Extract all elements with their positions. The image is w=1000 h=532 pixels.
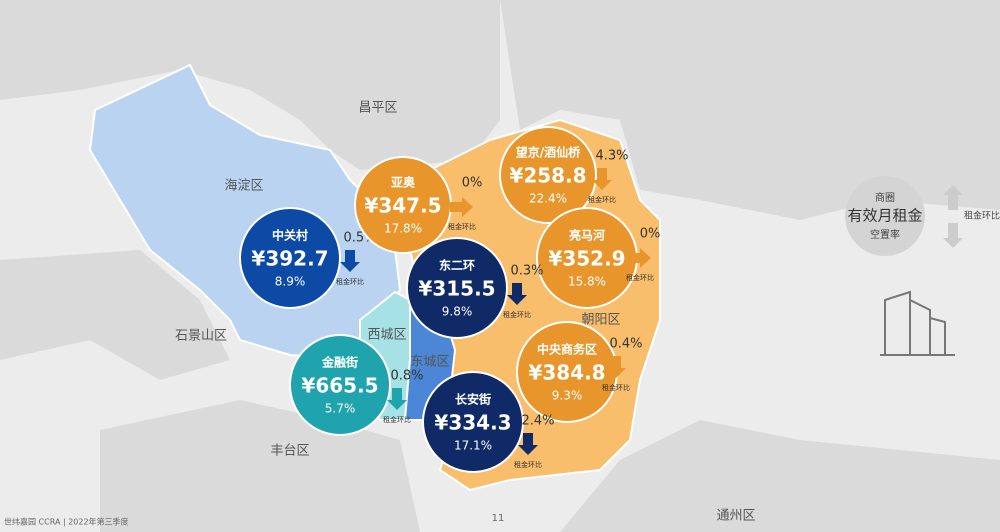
market-vacancy: 22.4%: [529, 192, 567, 206]
change-arrow: [606, 356, 626, 378]
change-arrow: [450, 197, 473, 217]
market-change: 0%: [640, 227, 661, 242]
market-change: 0.4%: [609, 337, 642, 352]
building-icon: [880, 290, 955, 356]
market-change: 4.3%: [595, 149, 628, 164]
market-vacancy: 17.8%: [384, 222, 422, 236]
market-change: 0%: [462, 176, 483, 191]
district-label: 海淀区: [224, 179, 263, 194]
market-name: 金融街: [321, 355, 358, 370]
legend-arrow-down: [943, 223, 963, 248]
legend-rent: 有效月租金: [847, 207, 922, 225]
market-rent: ¥352.9: [548, 247, 625, 271]
market-change-label: 租金环比: [336, 277, 364, 286]
market-rent: ¥347.5: [364, 194, 441, 218]
district-label: 丰台区: [270, 444, 309, 459]
change-arrow: [518, 433, 538, 455]
district-label: 通州区: [716, 509, 755, 524]
market-name: 亮马河: [569, 228, 605, 243]
change-arrow: [592, 168, 612, 190]
market-rent: ¥315.5: [418, 277, 495, 301]
change-arrow: [387, 388, 407, 410]
market-name: 亚奥: [391, 175, 416, 190]
market-name: 望京/酒仙桥: [516, 145, 581, 160]
market-name: 中关村: [272, 228, 308, 243]
district-label: 昌平区: [358, 101, 397, 116]
legend-name: 商圈: [875, 191, 895, 204]
market-vacancy: 15.8%: [568, 275, 606, 289]
market-vacancy: 5.7%: [325, 402, 356, 416]
legend-change-label: 租金环比: [964, 210, 1000, 222]
market-rent: ¥258.8: [509, 164, 586, 188]
market-change-label: 租金环比: [626, 273, 654, 282]
market-vacancy: 8.9%: [275, 275, 306, 289]
change-arrow: [507, 283, 527, 305]
footer: 世纬嘉园 CCRA | 2022年第三季度: [4, 517, 129, 527]
market-rent: ¥665.5: [301, 374, 378, 398]
district-label: 朝阳区: [581, 313, 620, 328]
market-change-label: 租金环比: [602, 383, 630, 392]
market-change-label: 租金环比: [503, 310, 531, 319]
change-arrow: [340, 250, 360, 272]
market-circle: [239, 207, 341, 309]
market-change: 2.4%: [521, 414, 554, 429]
market-name: 中央商务区: [537, 342, 597, 357]
legend-vacancy: 空置率: [870, 228, 900, 241]
market-change-label: 租金环比: [588, 195, 616, 204]
legend-circle: [845, 176, 925, 256]
market-change: 0.3%: [510, 264, 543, 279]
market-circle: [289, 334, 391, 436]
market-circle: [499, 126, 597, 224]
legend-arrow-up: [943, 185, 963, 210]
market-change-label: 租金环比: [514, 460, 542, 469]
market-circle: [422, 371, 524, 473]
market-vacancy: 9.3%: [552, 389, 583, 403]
market-vacancy: 9.8%: [442, 305, 473, 319]
district-label: 西城区: [367, 328, 406, 343]
page-number: 11: [492, 513, 505, 524]
market-change-label: 租金环比: [448, 222, 476, 231]
market-name: 长安街: [455, 392, 491, 407]
market-rent: ¥334.3: [434, 411, 511, 435]
market-vacancy: 17.1%: [454, 439, 492, 453]
market-rent: ¥384.8: [528, 361, 605, 385]
district-label: 东城区: [410, 355, 449, 370]
market-circle: [406, 237, 508, 339]
market-rent: ¥392.7: [251, 247, 328, 271]
market-name: 东二环: [439, 258, 475, 273]
market-change-label: 租金环比: [383, 415, 411, 424]
market-change: 0.8%: [390, 369, 423, 384]
district-label: 石景山区: [175, 329, 227, 344]
change-arrow: [628, 248, 651, 268]
